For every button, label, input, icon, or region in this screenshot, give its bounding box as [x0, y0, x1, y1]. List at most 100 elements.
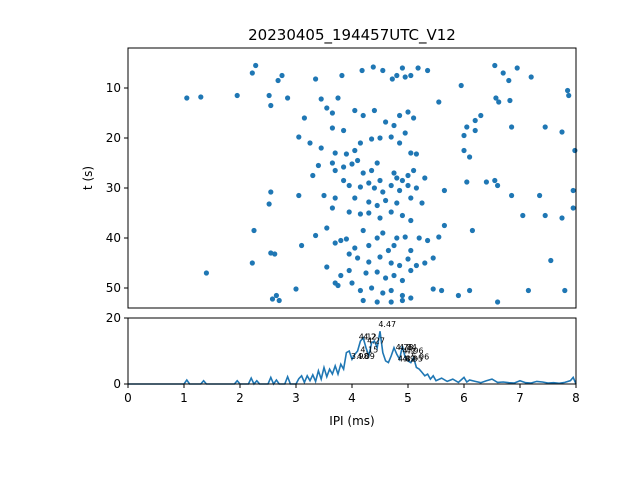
- scatter-point: [399, 65, 405, 71]
- scatter-point: [391, 122, 397, 129]
- scatter-point: [275, 77, 281, 84]
- scatter-point: [272, 251, 278, 257]
- scatter-point: [570, 205, 576, 211]
- histogram-panel: 4.474.124.24.274.784.844.15 4.94.963.984.…: [106, 311, 580, 428]
- scatter-point: [296, 192, 302, 199]
- scatter-point: [492, 62, 498, 69]
- peak-label: 5.96: [411, 353, 429, 362]
- scatter-point: [380, 67, 386, 74]
- scatter-point: [332, 150, 338, 156]
- scatter-point: [520, 212, 526, 219]
- scatter-point: [266, 201, 272, 207]
- scatter-point: [377, 215, 383, 221]
- scatter-point: [461, 147, 467, 154]
- scatter-point: [329, 160, 335, 166]
- scatter-point: [377, 177, 383, 184]
- scatter-point: [399, 177, 405, 184]
- scatter-point: [321, 192, 327, 199]
- scatter-point: [380, 189, 386, 195]
- scatter-point: [355, 255, 361, 261]
- x-tick-label: 2: [236, 391, 244, 405]
- scatter-point: [357, 211, 363, 217]
- scatter-point: [467, 287, 473, 294]
- scatter-point: [464, 124, 470, 130]
- scatter-point: [349, 161, 355, 167]
- scatter-point: [299, 242, 305, 249]
- scatter-point: [464, 179, 470, 185]
- scatter-point: [266, 92, 272, 99]
- scatter-point: [509, 124, 515, 130]
- scatter-point: [360, 227, 366, 234]
- scatter-point: [394, 235, 400, 241]
- scatter-point: [408, 195, 414, 201]
- y-axis-label: t (s): [81, 166, 95, 190]
- scatter-point: [469, 227, 475, 234]
- scatter-point: [399, 277, 405, 284]
- scatter-point: [346, 251, 352, 257]
- scatter-point: [425, 237, 431, 244]
- scatter-point: [318, 145, 324, 151]
- scatter-point: [366, 259, 372, 265]
- scatter-point: [565, 87, 571, 94]
- scatter-point: [458, 82, 464, 89]
- y-tick-label: 40: [106, 231, 121, 245]
- peak-label: 4.27: [367, 337, 385, 346]
- peak-label: 4.12: [359, 332, 377, 341]
- scatter-point: [357, 140, 363, 146]
- peak-label: 4.47: [378, 320, 396, 329]
- peak-label: 4.84: [399, 343, 417, 352]
- scatter-point: [408, 247, 414, 254]
- scatter-point: [537, 192, 543, 199]
- scatter-point: [436, 234, 442, 240]
- scatter-panel: 10 20 30 40 50 t (s): [81, 47, 578, 309]
- scatter-point: [341, 177, 347, 184]
- scatter-point: [422, 260, 428, 266]
- scatter-point: [405, 109, 411, 115]
- scatter-point: [399, 297, 405, 304]
- scatter-point: [514, 65, 520, 71]
- scatter-point: [408, 295, 414, 301]
- x-tick-label: 0: [124, 391, 132, 405]
- scatter-point: [357, 287, 363, 294]
- peak-label: 3.98: [351, 352, 369, 361]
- y-tick-label: 20: [106, 131, 121, 145]
- scatter-point: [419, 200, 425, 206]
- scatter-point: [366, 242, 372, 249]
- x-axis-label: IPI (ms): [329, 414, 374, 428]
- peak-label: 4.96: [406, 347, 424, 356]
- scatter-point: [268, 250, 274, 256]
- scatter-point: [391, 242, 397, 249]
- y-tick-label: 50: [106, 281, 121, 295]
- x-tick-label: 4: [348, 391, 356, 405]
- scatter-point: [496, 99, 502, 105]
- scatter-point: [383, 197, 389, 204]
- scatter-point: [413, 151, 419, 157]
- scatter-point: [572, 147, 578, 154]
- scatter-point: [405, 172, 411, 179]
- histogram-frame: [127, 317, 577, 385]
- scatter-point: [203, 270, 209, 276]
- scatter-point: [461, 132, 467, 139]
- scatter-point: [346, 182, 352, 189]
- scatter-point: [346, 209, 352, 215]
- scatter-point: [391, 170, 397, 176]
- scatter-point: [416, 235, 422, 241]
- scatter-point: [383, 275, 389, 281]
- scatter-point: [388, 182, 394, 189]
- scatter-point: [349, 280, 355, 286]
- scatter-point: [399, 212, 405, 219]
- y-tick-label: 20: [106, 311, 121, 325]
- scatter-point: [436, 99, 442, 105]
- scatter-point: [394, 175, 400, 181]
- scatter-point: [301, 115, 307, 121]
- scatter-point: [366, 199, 372, 205]
- scatter-point: [357, 184, 363, 190]
- scatter-point: [352, 107, 358, 114]
- scatter-point: [249, 70, 255, 76]
- scatter-point: [307, 140, 313, 146]
- scatter-point: [249, 260, 255, 266]
- scatter-point: [369, 136, 375, 142]
- scatter-point: [360, 297, 366, 304]
- scatter-point: [388, 260, 394, 266]
